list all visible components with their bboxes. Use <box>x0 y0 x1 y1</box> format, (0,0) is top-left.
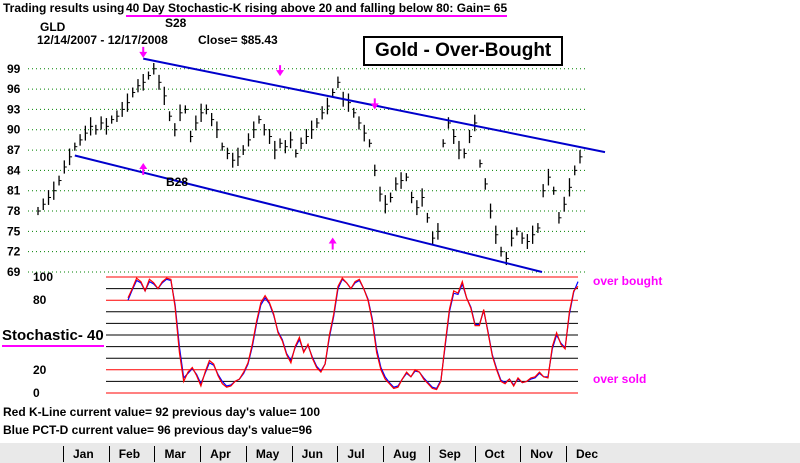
header-prefix: Trading results using <box>3 1 125 15</box>
stochastic-tick-label: 20 <box>33 363 47 377</box>
sell-arrow-head <box>370 103 379 110</box>
blue-pct-d-value: Blue PCT-D current value= 96 previous da… <box>3 423 312 437</box>
over-sold-label: over sold <box>593 372 647 386</box>
over-bought-label: over bought <box>593 274 663 288</box>
red-k-line <box>127 277 579 391</box>
month-separator <box>383 446 385 462</box>
month-separator <box>520 446 522 462</box>
price-tick-label: 87 <box>7 143 21 157</box>
ticker: GLD <box>40 20 66 34</box>
month-separator <box>108 446 110 462</box>
month-label: Dec <box>576 447 599 461</box>
month-axis-bar <box>0 443 800 463</box>
month-separator <box>428 446 430 462</box>
month-label: Jan <box>73 447 94 461</box>
month-label: Mar <box>164 447 186 461</box>
stochastic-lines <box>127 277 579 391</box>
chart-title: Gold - Over-Bought <box>363 36 564 66</box>
month-label: Oct <box>484 447 505 461</box>
price-tick-label: 96 <box>7 82 21 96</box>
buy-arrow-head <box>328 237 337 244</box>
buy-signal-label: B28 <box>166 175 189 189</box>
price-tick-label: 72 <box>7 245 21 259</box>
signal-arrows <box>139 46 379 250</box>
lower-channel-line <box>74 154 543 273</box>
price-tick-label: 84 <box>7 163 21 177</box>
stochastic-title: Stochastic- 40 <box>2 327 104 347</box>
month-separator <box>200 446 202 462</box>
month-label: Jul <box>347 447 365 461</box>
axis-ticks: 99 96 93 90 87 84 81 78 75 72 69 100 80 20 0 <box>7 62 53 400</box>
price-bars <box>37 63 583 266</box>
month-label: Nov <box>530 447 553 461</box>
sell-arrow-head <box>276 70 285 77</box>
price-tick-label: 75 <box>7 224 21 238</box>
month-separator <box>63 446 64 462</box>
price-tick-label: 78 <box>7 204 21 218</box>
red-k-line-value: Red K-Line current value= 92 previous da… <box>3 405 320 419</box>
blue-pct-d-line <box>127 278 579 390</box>
month-label: Apr <box>210 447 231 461</box>
month-separator <box>337 446 339 462</box>
month-label: Aug <box>393 447 417 461</box>
month-separator <box>154 446 156 462</box>
buy-arrow-head <box>139 163 148 169</box>
close-price: Close= $85.43 <box>198 33 278 47</box>
stochastic-gridlines <box>106 276 578 394</box>
stochastic-tick-label: 0 <box>33 386 40 400</box>
trend-channel <box>74 57 606 273</box>
month-label: Jun <box>301 447 323 461</box>
month-label: Feb <box>118 447 141 461</box>
month-label: May <box>255 447 280 461</box>
month-separator <box>566 446 567 462</box>
price-tick-label: 81 <box>7 184 21 198</box>
sell-arrow-head <box>139 51 148 58</box>
price-tick-label: 99 <box>7 62 21 76</box>
month-separator <box>245 446 247 462</box>
date-range: 12/14/2007 - 12/17/2008 <box>37 33 168 47</box>
stochastic-tick-label: 80 <box>33 293 47 307</box>
sell-signal-label: S28 <box>165 16 187 30</box>
price-gridlines <box>28 68 588 273</box>
price-tick-label: 69 <box>7 265 21 279</box>
month-label: Sep <box>438 447 461 461</box>
stochastic-tick-label: 100 <box>33 270 53 284</box>
month-separator <box>291 446 293 462</box>
price-tick-label: 93 <box>7 102 21 116</box>
month-separator <box>474 446 476 462</box>
price-tick-label: 90 <box>7 123 21 137</box>
strategy-description: 40 Day Stochastic-K rising above 20 and … <box>126 1 508 17</box>
